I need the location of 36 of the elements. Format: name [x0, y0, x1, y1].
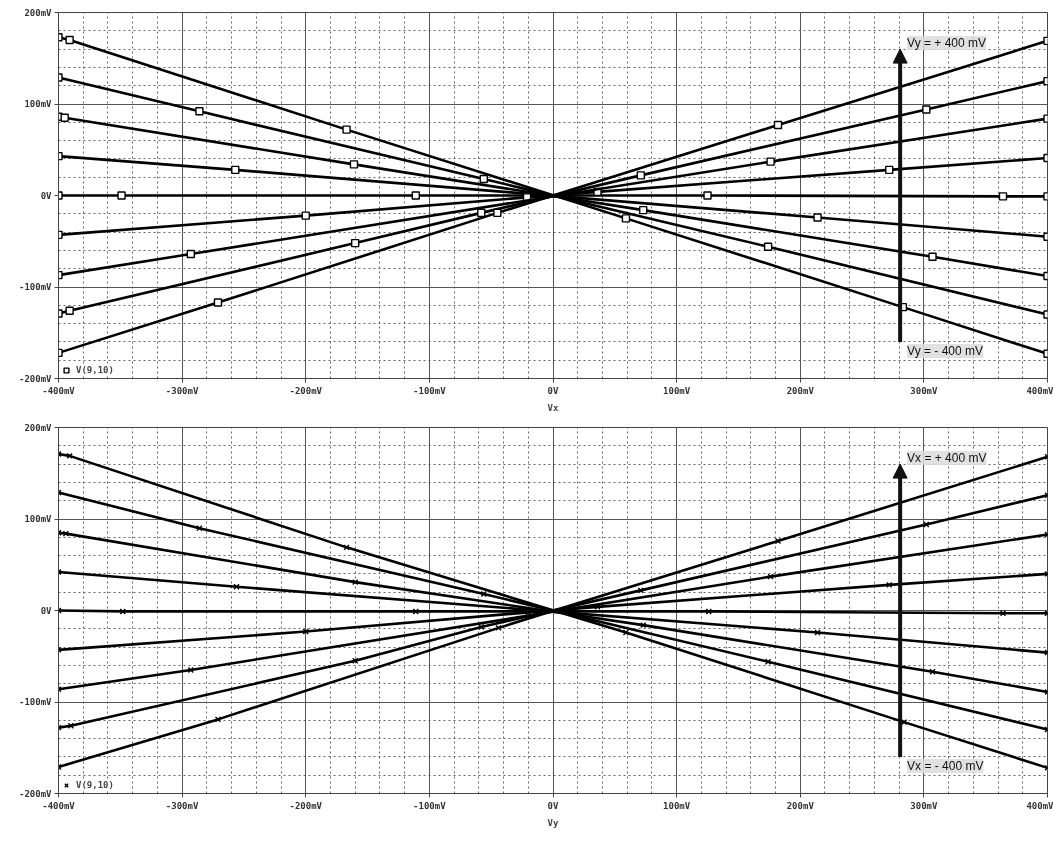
- y-tick-label: -100mV: [18, 282, 53, 292]
- annotation: Vy = + 400 mV: [907, 35, 987, 50]
- y-tick-label: 200mV: [24, 7, 53, 18]
- x-tick-label: 300mV: [910, 800, 938, 811]
- x-tick-label: 200mV: [786, 800, 815, 811]
- annotation: Vx = - 400 mV: [907, 759, 984, 774]
- x-tick-label: -100mV: [413, 800, 447, 811]
- x-tick-label: -300mV: [165, 800, 199, 811]
- legend-label: V(9,10): [76, 364, 114, 376]
- y-tick-label: 100mV: [24, 514, 53, 524]
- annotation: Vy = - 400 mV: [907, 344, 984, 359]
- x-tick-label: -400mV: [42, 385, 76, 396]
- x-tick-label: 400mV: [1026, 385, 1053, 396]
- x-tick-label: -200mV: [289, 385, 323, 396]
- x-tick-label: 100mV: [663, 800, 691, 811]
- y-tick-label: 0V: [40, 605, 53, 616]
- x-tick-label: -200mV: [289, 800, 323, 811]
- annotation: Vx = + 400 mV: [907, 450, 987, 465]
- legend-label: V(9,10): [76, 779, 114, 791]
- y-tick-label: -200mV: [18, 788, 53, 799]
- x-tick-label: 100mV: [663, 385, 691, 396]
- y-tick-label: 200mV: [24, 422, 53, 433]
- x-tick-label: -100mV: [413, 385, 447, 396]
- y-tick-label: 100mV: [24, 99, 53, 109]
- y-tick-label: 0V: [40, 190, 53, 201]
- x-axis-title: Vy: [547, 817, 559, 828]
- y-tick-label: -200mV: [18, 373, 53, 384]
- x-tick-label: 200mV: [786, 385, 815, 396]
- x-tick-label: -300mV: [165, 385, 199, 396]
- x-tick-label: 0V: [547, 385, 559, 396]
- x-tick-label: 400mV: [1026, 800, 1053, 811]
- x-tick-label: 0V: [547, 800, 559, 811]
- y-tick-label: -100mV: [18, 697, 53, 707]
- x-tick-label: -400mV: [42, 800, 76, 811]
- x-axis-title: Vx: [547, 402, 559, 413]
- x-tick-label: 300mV: [910, 385, 938, 396]
